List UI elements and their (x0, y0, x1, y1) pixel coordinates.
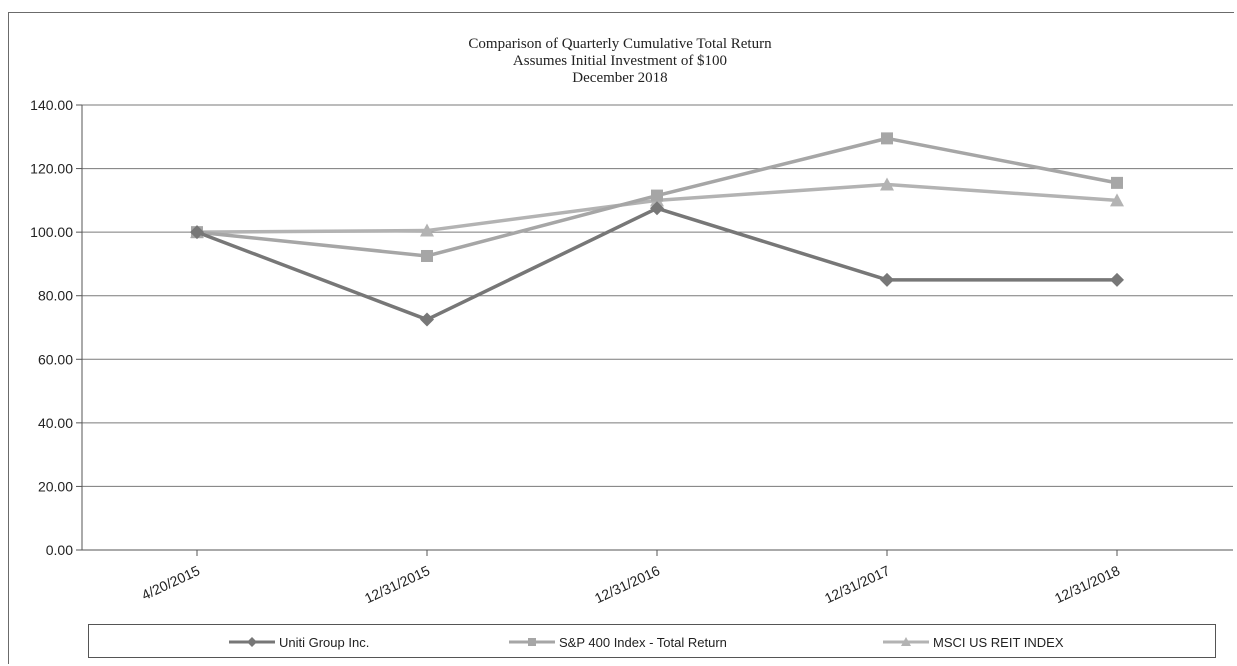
x-tick-label: 4/20/2015 (139, 562, 202, 603)
legend-swatch-square (509, 638, 555, 646)
data-point-diamond (650, 201, 664, 216)
data-point-triangle (880, 177, 894, 191)
y-tick-label: 60.00 (38, 351, 73, 367)
x-tick-label: 12/31/2018 (1052, 562, 1122, 606)
legend-item-msci: MSCI US REIT INDEX (881, 632, 1064, 652)
data-point-diamond (420, 312, 434, 327)
chart-subtitle-line-1: Assumes Initial Investment of $100 (512, 53, 728, 69)
legend-swatch-diamond (229, 637, 275, 647)
data-point-diamond (1110, 272, 1124, 287)
x-tick-label: 12/31/2016 (592, 562, 662, 606)
y-tick-label: 100.00 (30, 224, 73, 240)
data-point-diamond (190, 225, 204, 240)
y-tick-label: 20.00 (38, 478, 73, 494)
x-tick-label: 12/31/2015 (362, 562, 432, 606)
series-line (196, 206, 1117, 322)
legend-label-uniti: Uniti Group Inc. (279, 634, 370, 650)
y-tick-label: 120.00 (30, 161, 73, 177)
y-tick-label: 40.00 (38, 415, 73, 431)
x-tick-label: 12/31/2017 (822, 562, 892, 606)
data-point-square (881, 132, 893, 145)
data-point-square (1111, 176, 1123, 189)
data-point-square (421, 249, 433, 262)
y-tick-label: 0.00 (46, 542, 73, 558)
legend-label-msci: MSCI US REIT INDEX (933, 634, 1064, 650)
series-diamond (190, 201, 1124, 327)
chart-legend: Uniti Group Inc. S&P 400 Index - Total R… (88, 624, 1216, 658)
chart-frame (8, 12, 1234, 664)
legend-item-sp400: S&P 400 Index - Total Return (507, 632, 727, 652)
legend-label-sp400: S&P 400 Index - Total Return (559, 634, 727, 650)
legend-item-uniti: Uniti Group Inc. (227, 632, 369, 652)
line-chart: 0.00 20.00 40.00 60.00 80.00 100.00 120.00 140.… (30, 97, 1233, 606)
data-point-diamond (880, 272, 894, 287)
series-square (191, 132, 1123, 262)
y-tick-label: 140.00 (30, 97, 73, 113)
data-point-square (651, 189, 663, 202)
chart-titles: Comparison of Quarterly Cumulative Total… (300, 36, 940, 87)
data-point-triangle (1110, 193, 1124, 207)
chart-title: Comparison of Quarterly Cumulative Total… (468, 36, 772, 52)
chart-subtitle-line-2: December 2018 (572, 70, 668, 86)
data-point-triangle (420, 223, 434, 237)
y-tick-label: 80.00 (38, 288, 73, 304)
legend-swatch-triangle (883, 637, 929, 646)
